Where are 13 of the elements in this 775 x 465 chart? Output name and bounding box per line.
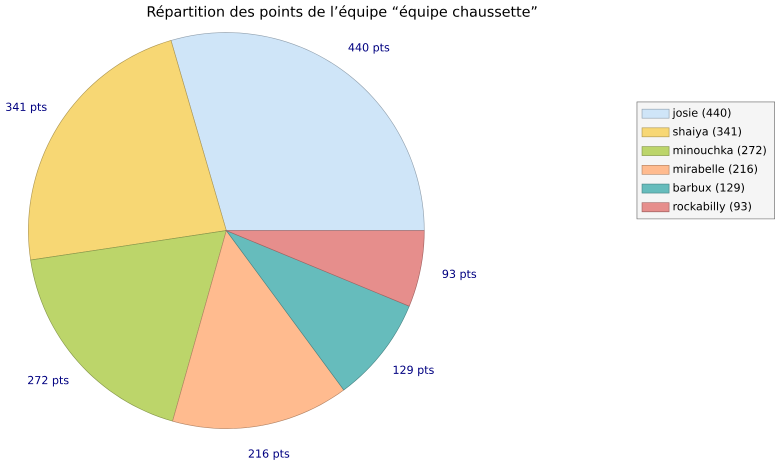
data-label: 129 pts [394, 366, 434, 376]
legend-label: rockabilly (93) [674, 202, 751, 212]
legend-label: minouchka (272) [674, 146, 766, 156]
data-label: 272 pts [28, 376, 69, 386]
chart-title: Répartition des points de l’équipe “équipe chaussette” [148, 5, 537, 20]
legend-label: barbux (129) [674, 183, 744, 193]
data-label: 93 pts [442, 270, 476, 280]
legend-label: shaiya (341) [673, 126, 741, 138]
legend-label: mirabelle (216) [674, 164, 758, 174]
data-label: 440 pts [348, 43, 390, 54]
data-label: 341 pts [6, 102, 47, 114]
legend-label: josie (440) [672, 108, 730, 119]
data-label: 216 pts [248, 449, 290, 460]
